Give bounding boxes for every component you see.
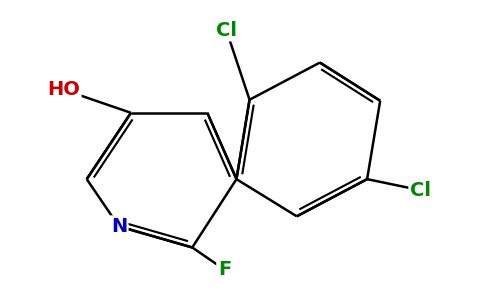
Text: Cl: Cl bbox=[216, 21, 237, 40]
Text: N: N bbox=[111, 217, 127, 236]
Text: Cl: Cl bbox=[410, 181, 431, 200]
Text: F: F bbox=[218, 260, 231, 279]
Text: HO: HO bbox=[47, 80, 80, 99]
